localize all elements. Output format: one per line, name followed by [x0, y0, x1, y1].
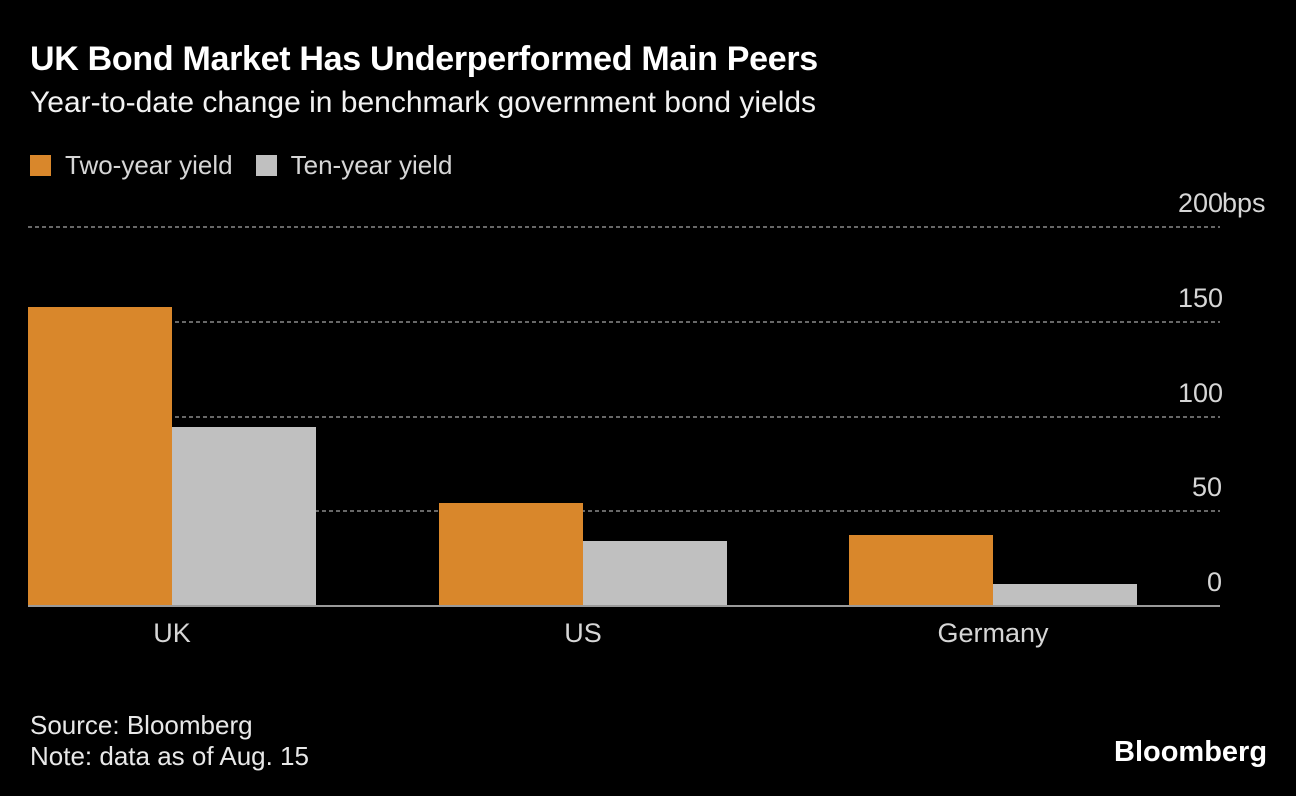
bar-germany-two-year [849, 534, 993, 605]
chart-title: UK Bond Market Has Underperformed Main P… [30, 40, 818, 78]
x-axis-baseline [28, 605, 1220, 607]
chart-subtitle: Year-to-date change in benchmark governm… [30, 86, 817, 119]
y-tick-label-200: 200bps [1178, 188, 1266, 218]
gridline-100 [28, 415, 1220, 418]
legend-swatch-gray [255, 155, 277, 176]
source-note-block: Source: Bloomberg Note: data as of Aug. … [30, 710, 309, 772]
gridline-150 [28, 320, 1220, 323]
y-tick-label-100: 100 [1178, 377, 1224, 408]
bar-us-two-year [439, 502, 583, 605]
bloomberg-logo: Bloomberg [1114, 736, 1268, 768]
legend-label: Two-year yield [65, 150, 233, 180]
legend-label: Ten-year yield [290, 150, 453, 180]
legend-item-two-year-yield: Two-year yield [30, 150, 233, 181]
y-tick-label-150: 150 [1178, 282, 1224, 313]
bar-uk-ten-year [172, 426, 316, 605]
bar-germany-ten-year [993, 584, 1137, 605]
bar-us-ten-year [583, 540, 727, 605]
gridline-50 [28, 510, 1220, 513]
legend-swatch-orange [30, 155, 51, 176]
category-label-uk: UK [153, 618, 191, 648]
legend: Two-year yield Ten-year yield [30, 150, 452, 181]
y-tick-label-0: 0 [1206, 567, 1222, 597]
legend-item-ten-year-yield: Ten-year yield [255, 150, 453, 181]
note-text: Note: data as of Aug. 15 [30, 741, 309, 771]
y-tick-label-50: 50 [1191, 472, 1222, 503]
gridline-200 [28, 226, 1220, 228]
category-label-germany: Germany [937, 618, 1049, 648]
bar-uk-two-year [28, 307, 172, 605]
category-label-us: US [564, 618, 602, 648]
source-text: Source: Bloomberg [30, 710, 253, 740]
